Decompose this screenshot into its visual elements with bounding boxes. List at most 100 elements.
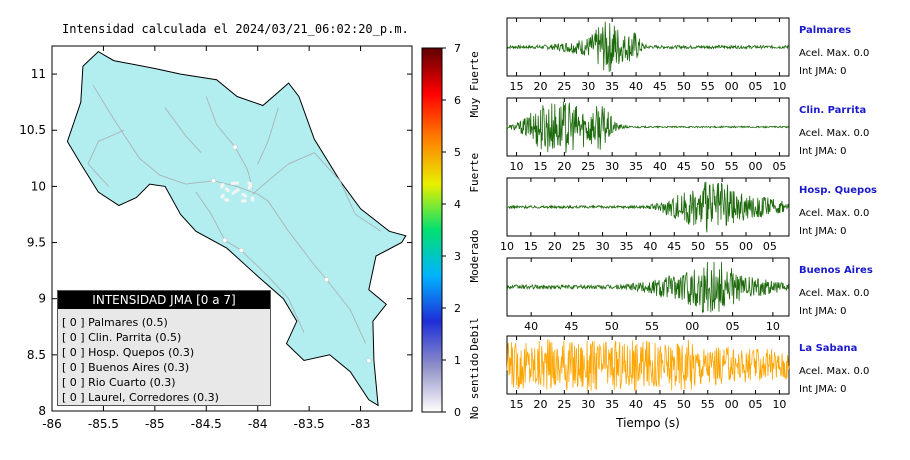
city-marker bbox=[235, 181, 239, 185]
colorbar-tick-label: 5 bbox=[454, 146, 461, 159]
time-tick-label: 50 bbox=[701, 160, 715, 173]
time-tick-label: 55 bbox=[701, 80, 715, 93]
station-intensity: Int JMA: 0 bbox=[799, 384, 847, 395]
time-tick-label: 45 bbox=[653, 80, 667, 93]
station-name: Palmares bbox=[799, 25, 851, 36]
legend-item: [ 0 ] Rio Cuarto (0.3) bbox=[62, 376, 176, 389]
waveform-panel: 10 15 20 25 30 35 40 45 50 55 00 05 Clin. Parrita Ace… bbox=[506, 97, 869, 173]
city-marker bbox=[243, 199, 247, 203]
city-marker bbox=[224, 187, 228, 191]
station-accel: Acel. Max. 0.0 bbox=[799, 128, 869, 139]
time-tick-label: 30 bbox=[581, 80, 595, 93]
city-marker bbox=[226, 198, 230, 202]
city-marker bbox=[247, 181, 251, 185]
station-marker bbox=[366, 357, 372, 363]
time-tick-label: 30 bbox=[581, 398, 595, 411]
time-tick-label: 00 bbox=[685, 320, 699, 333]
city-marker bbox=[241, 193, 245, 196]
time-tick-label: 05 bbox=[726, 320, 740, 333]
station-points bbox=[211, 144, 372, 363]
station-intensity: Int JMA: 0 bbox=[799, 306, 847, 317]
x-tick-label: -86 bbox=[42, 417, 62, 431]
time-tick-label: 55 bbox=[715, 240, 729, 253]
time-tick-label: 20 bbox=[533, 80, 547, 93]
time-tick-label: 25 bbox=[557, 80, 571, 93]
time-tick-label: 25 bbox=[581, 160, 595, 173]
station-name: Hosp. Quepos bbox=[799, 185, 877, 196]
x-tick-label: -83 bbox=[351, 417, 371, 431]
station-intensity: Int JMA: 0 bbox=[799, 66, 847, 77]
time-tick-label: 35 bbox=[619, 240, 633, 253]
time-tick-label: 15 bbox=[533, 160, 547, 173]
x-tick-label: -84 bbox=[248, 417, 268, 431]
colorbar-category-label: Moderado bbox=[468, 230, 481, 283]
time-tick-label: 15 bbox=[510, 398, 524, 411]
time-tick-label: 05 bbox=[763, 240, 777, 253]
road-line bbox=[87, 129, 125, 187]
time-tick-label: 20 bbox=[557, 160, 571, 173]
x-tick-label: -84.5 bbox=[191, 417, 222, 431]
station-accel: Acel. Max. 0.0 bbox=[799, 366, 869, 377]
colorbar-category-label: No sentido bbox=[468, 353, 481, 419]
time-tick-label: 20 bbox=[533, 398, 547, 411]
map-y-axis: 8 8.5 9 9.5 10 10.5 11 bbox=[19, 67, 412, 418]
x-tick-label: -83.5 bbox=[294, 417, 325, 431]
city-marker bbox=[233, 181, 237, 185]
colorbar-scale bbox=[421, 47, 443, 413]
y-tick-label: 10 bbox=[31, 179, 46, 193]
intensity-legend: INTENSIDAD JMA [0 a 7] [ 0 ] Palmares (0… bbox=[57, 290, 271, 406]
time-tick-label: 40 bbox=[653, 160, 667, 173]
x-tick-label: -85 bbox=[145, 417, 165, 431]
station-accel: Acel. Max. 0.0 bbox=[799, 208, 869, 219]
time-tick-label: 25 bbox=[557, 398, 571, 411]
legend-title: INTENSIDAD JMA [0 a 7] bbox=[58, 291, 270, 309]
road-line bbox=[252, 152, 382, 232]
legend-item: [ 0 ] Palmares (0.5) bbox=[62, 316, 168, 329]
x-tick-label: -85.5 bbox=[88, 417, 119, 431]
time-tick-label: 25 bbox=[572, 240, 586, 253]
waveform-panel: 40 45 50 55 00 05 10 Buenos Aires Acel. Max. 0.0… bbox=[506, 257, 873, 333]
colorbar-category-label: Muy Fuerte bbox=[468, 51, 481, 117]
time-tick-label: 35 bbox=[605, 398, 619, 411]
colorbar-category-label: Fuerte bbox=[468, 153, 481, 193]
legend-item: [ 0 ] Laurel, Corredores (0.3) bbox=[62, 391, 219, 404]
legend-list: [ 0 ] Palmares (0.5) [ 0 ] Clin. Parrita … bbox=[62, 315, 270, 405]
station-marker bbox=[222, 237, 228, 243]
road-network bbox=[87, 85, 382, 344]
time-tick-label: 30 bbox=[596, 240, 610, 253]
time-tick-label: 55 bbox=[645, 320, 659, 333]
y-tick-label: 8 bbox=[38, 404, 46, 418]
city-marker bbox=[234, 190, 237, 193]
time-tick-label: 15 bbox=[524, 240, 538, 253]
time-axis-label: Tiempo (s) bbox=[615, 416, 680, 430]
city-marker bbox=[231, 182, 235, 185]
colorbar-category-label: Debil bbox=[468, 317, 481, 350]
time-tick-label: 50 bbox=[605, 320, 619, 333]
road-line bbox=[92, 85, 367, 344]
time-tick-label: 50 bbox=[677, 80, 691, 93]
time-tick-label: 50 bbox=[691, 240, 705, 253]
time-tick-label: 10 bbox=[766, 320, 780, 333]
y-tick-label: 9 bbox=[38, 292, 46, 306]
city-marker bbox=[226, 189, 230, 192]
time-tick-label: 35 bbox=[605, 80, 619, 93]
time-tick-label: 15 bbox=[510, 80, 524, 93]
road-line bbox=[164, 107, 202, 154]
waveform-trace bbox=[506, 338, 790, 391]
intensity-colorbar: 0 1 2 3 4 5 6 7 No sentido Debil Moderado Fuerte Mu… bbox=[421, 42, 481, 419]
costa-rica-land bbox=[66, 50, 407, 407]
road-line bbox=[257, 107, 279, 165]
y-tick-label: 8.5 bbox=[27, 348, 46, 362]
time-tick-label: 45 bbox=[667, 240, 681, 253]
time-tick-label: 05 bbox=[772, 160, 786, 173]
city-marker bbox=[224, 198, 228, 202]
colorbar-tick-label: 4 bbox=[454, 198, 461, 211]
map-title: Intensidad calculada el 2024/03/21_06:02… bbox=[62, 22, 409, 36]
station-marker bbox=[211, 178, 217, 184]
time-tick-label: 45 bbox=[653, 398, 667, 411]
time-tick-label: 10 bbox=[772, 80, 786, 93]
station-accel: Acel. Max. 0.0 bbox=[799, 48, 869, 59]
city-marker bbox=[249, 184, 253, 188]
map-x-axis: -86 -85.5 -85 -84.5 -84 -83.5 -83 bbox=[42, 46, 370, 431]
time-tick-label: 00 bbox=[739, 240, 753, 253]
